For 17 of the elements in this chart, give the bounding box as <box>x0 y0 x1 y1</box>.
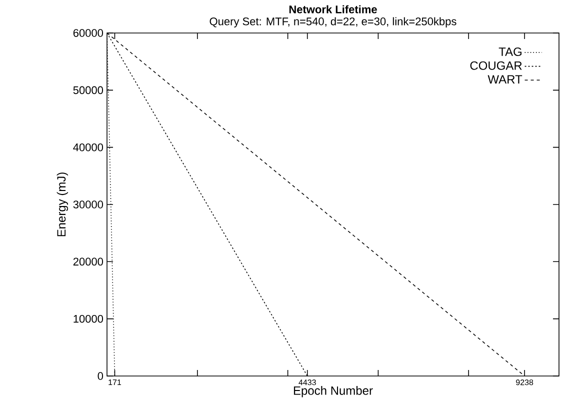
x-axis-title: Epoch Number <box>294 386 373 398</box>
y-tick-label: 60000 <box>73 29 104 37</box>
x-tick-label: 171 <box>108 380 122 386</box>
x-tick-label: 4433 <box>298 380 316 386</box>
chart-title: Network Lifetime <box>289 5 377 14</box>
y-tick-label: 10000 <box>74 314 104 323</box>
legend-label: TAG <box>498 47 522 56</box>
legend-label: COUGAR <box>470 61 522 70</box>
y-tick-label: 30000 <box>73 200 104 208</box>
legend-label: WART <box>488 75 522 84</box>
y-tick-label: 50000 <box>73 86 104 94</box>
y-tick-label: 0 <box>98 372 104 380</box>
y-tick-label: 40000 <box>73 143 104 152</box>
x-tick-label: 9238 <box>516 380 534 386</box>
chart-subtitle: Query Set: MTF, n=540, d=22, e=30, link=250kbps <box>210 17 456 28</box>
y-axis-title: Energy (mJ) <box>56 172 68 236</box>
y-tick-label: 20000 <box>73 258 104 266</box>
